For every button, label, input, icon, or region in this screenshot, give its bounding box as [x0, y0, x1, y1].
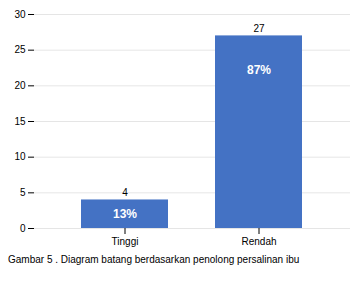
svg-text:25: 25: [14, 44, 26, 55]
svg-text:20: 20: [14, 80, 26, 91]
svg-text:4: 4: [122, 187, 128, 198]
svg-text:Tinggi: Tinggi: [112, 236, 139, 247]
svg-text:30: 30: [14, 9, 26, 20]
svg-text:15: 15: [14, 116, 26, 127]
svg-text:13%: 13%: [113, 207, 137, 221]
svg-text:Rendah: Rendah: [241, 236, 276, 247]
svg-text:87%: 87%: [247, 63, 271, 77]
svg-text:5: 5: [20, 187, 26, 198]
html-text:Gambar 5 . Diagram batang berd: Gambar 5 . Diagram batang berdasarkan pe…: [8, 254, 300, 265]
svg-text:0: 0: [20, 223, 26, 234]
svg-text:27: 27: [253, 23, 265, 34]
svg-text:10: 10: [14, 151, 26, 162]
